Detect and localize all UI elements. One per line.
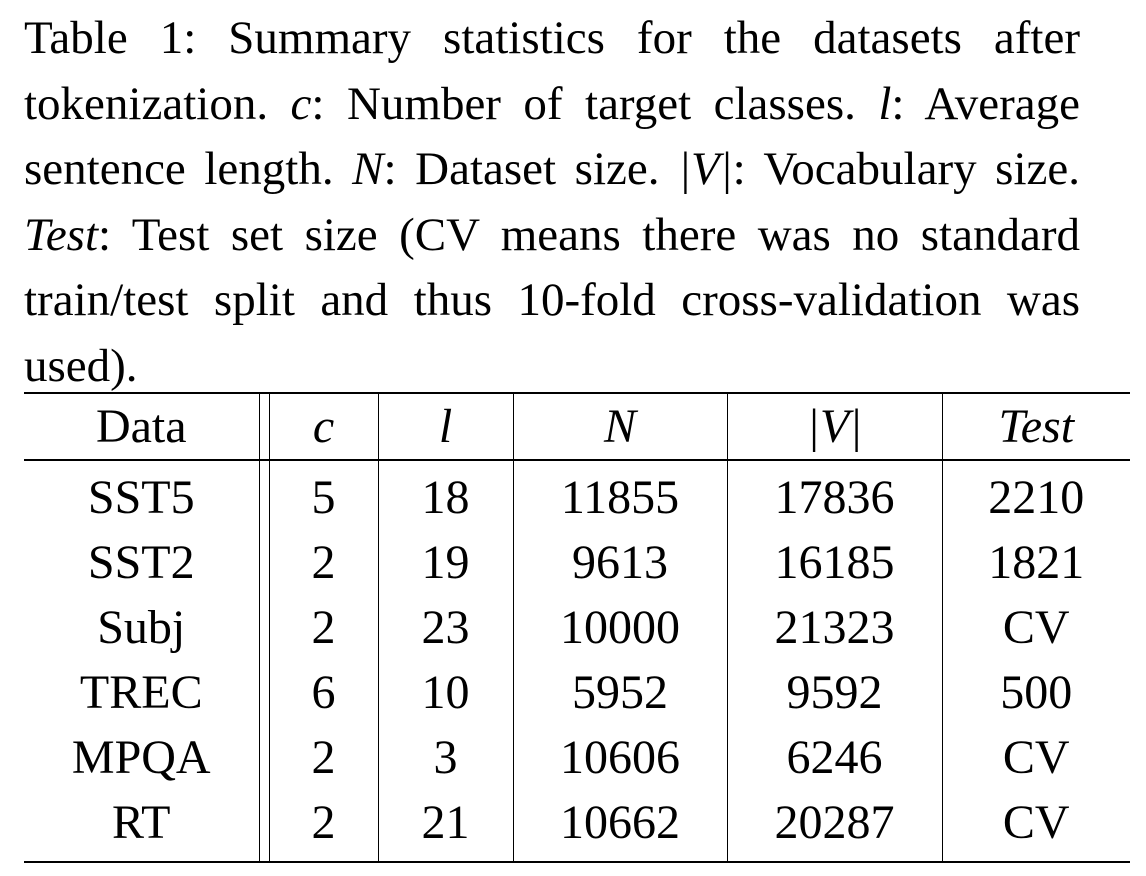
header-data: Data [95,400,187,453]
cell-l: 23 [378,595,514,660]
cell-c: 6 [269,660,379,725]
double-rule-separator [258,790,270,862]
double-rule-separator [258,725,270,790]
double-rule-separator [258,393,270,460]
caption-v-symbol: |V| [678,143,733,195]
cell-n: 11855 [513,460,728,530]
cell-data: SST2 [87,536,195,589]
table-row: TREC 6 10 5952 9592 500 [24,660,1130,725]
caption-intro: Summary statistics for the datasets afte… [24,12,1080,130]
table-row: MPQA 2 3 10606 6246 CV [24,725,1130,790]
caption-test-symbol: Test [24,208,99,261]
cell-vocab: 17836 [727,460,943,530]
caption-c-symbol: c [290,77,312,130]
cell-l: 3 [378,725,514,790]
caption-label: Table 1: [24,12,197,64]
cell-vocab: 9592 [727,660,943,725]
cell-vocab: 6246 [727,725,943,790]
cell-test: 2210 [988,471,1085,524]
cell-l: 19 [378,530,514,595]
caption-c-definition: Number of target classes. [346,77,856,130]
cell-c: 2 [269,725,379,790]
cell-test: 1821 [988,536,1085,589]
cell-c: 2 [269,790,379,862]
double-rule-separator [258,595,270,660]
cell-vocab: 16185 [727,530,943,595]
cell-l: 10 [378,660,514,725]
caption-l-definition: Average sentence length. [24,77,1081,196]
cell-l: 18 [378,460,514,530]
table-row: SST5 5 18 11855 17836 2210 [24,460,1130,530]
cell-test: CV [1002,731,1070,784]
cell-n: 9613 [513,530,728,595]
cell-data: SST5 [87,471,195,524]
cell-c: 5 [269,460,379,530]
cell-l: 21 [378,790,514,862]
table-row: RT 2 21 10662 20287 CV [24,790,1130,862]
cell-test: 500 [1000,666,1073,719]
table-caption: Table 1: Summary statistics for the data… [24,12,1081,392]
cell-c: 2 [269,530,379,595]
cell-n: 10606 [513,725,728,790]
header-test: Test [998,400,1075,453]
double-rule-separator [258,460,270,530]
caption-n-symbol: N [352,143,384,195]
header-vocab: |V| [727,393,943,460]
cell-vocab: 20287 [727,790,943,862]
summary-statistics-table: Data c l N |V| Test SST5 5 18 11855 1783… [24,392,1130,863]
summary-table-container: Data c l N |V| Test SST5 5 18 11855 1783… [24,392,1130,863]
caption-test-definition: Test set size (CV means there was no sta… [24,208,1080,392]
cell-n: 10000 [513,595,728,660]
table-row: Subj 2 23 10000 21323 CV [24,595,1130,660]
cell-n: 5952 [513,660,728,725]
caption-v-definition: Vocabulary size. [763,143,1080,195]
cell-c: 2 [269,595,379,660]
table-header-row: Data c l N |V| Test [24,393,1130,460]
cell-data: RT [112,796,171,849]
cell-test: CV [1002,601,1070,654]
cell-data: MPQA [71,731,211,784]
double-rule-separator [258,530,270,595]
cell-data: TREC [79,666,203,719]
caption-l-symbol: l [878,77,892,130]
header-l: l [378,393,514,460]
header-n: N [513,393,728,460]
header-c: c [269,393,379,460]
caption-n-definition: Dataset size. [415,143,660,195]
cell-vocab: 21323 [727,595,943,660]
cell-test: CV [1002,796,1070,849]
double-rule-separator [258,660,270,725]
table-row: SST2 2 19 9613 16185 1821 [24,530,1130,595]
cell-data: Subj [97,601,186,654]
cell-n: 10662 [513,790,728,862]
